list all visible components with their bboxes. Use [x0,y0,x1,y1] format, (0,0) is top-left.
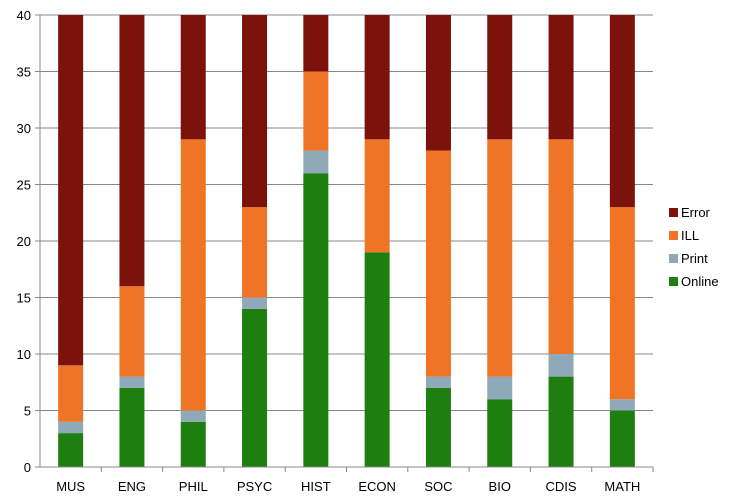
legend-swatch-ill [669,231,678,240]
bar-segment-ill-eng [119,286,145,377]
bar-segment-error-soc [425,15,451,151]
x-tick-label: PSYC [237,479,272,494]
bar-segment-error-eng [119,15,145,287]
y-tick-label: 30 [17,121,31,136]
y-tick-labels: 0 5 10 15 20 25 30 35 40 [17,8,31,475]
x-tick-label: MATH [604,479,640,494]
bar-segment-ill-econ [364,139,390,253]
bar-segment-ill-hist [303,71,329,151]
bar-segment-ill-mus [58,365,84,422]
bar-segment-ill-phil [180,139,206,411]
bar-segment-online-soc [425,387,451,467]
y-tick-label: 35 [17,65,31,80]
x-tick-label: MUS [56,479,85,494]
bars [58,15,635,467]
x-tick-label: HIST [301,479,331,494]
legend-swatch-online [669,277,678,286]
bar-segment-error-phil [180,15,206,140]
y-tick-label: 40 [17,8,31,23]
y-tick-label: 25 [17,178,31,193]
x-tick-label: SOC [424,479,452,494]
bar-segment-print-cdis [548,354,574,377]
bar-segment-print-bio [487,376,513,400]
bar-segment-online-math [609,410,635,467]
bar-segment-online-eng [119,387,145,467]
x-tick-label: ECON [358,479,396,494]
bar-segment-print-phil [180,410,206,422]
legend-label-print: Print [681,251,708,266]
legend-swatch-error [669,208,678,217]
x-tick-label: CDIS [546,479,577,494]
x-tick-label: BIO [489,479,511,494]
bar-segment-online-bio [487,399,513,467]
y-tick-label: 0 [24,460,31,475]
bar-segment-print-eng [119,376,145,388]
bar-segment-ill-soc [425,150,451,377]
bar-segment-online-econ [364,252,390,467]
bar-segment-error-psyc [242,15,268,208]
bar-segment-error-bio [487,15,513,140]
y-tick-label: 10 [17,347,31,362]
legend: Error ILL Print Online [669,205,719,289]
bar-segment-online-mus [58,433,84,467]
bar-segment-print-math [609,399,635,411]
bar-segment-ill-cdis [548,139,574,354]
axes [39,15,654,472]
bar-segment-print-hist [303,150,329,174]
y-tick-label: 15 [17,291,31,306]
bar-segment-ill-psyc [242,207,268,298]
bar-segment-online-phil [180,421,206,467]
x-tick-labels: MUS ENG PHIL PSYC HIST ECON SOC BIO CDIS MATH [56,479,640,494]
bar-segment-ill-bio [487,139,513,377]
bar-segment-error-math [609,15,635,208]
bar-segment-print-mus [58,421,84,434]
legend-label-ill: ILL [681,228,699,243]
bar-segment-error-cdis [548,15,574,140]
legend-label-online: Online [681,274,719,289]
bar-segment-online-psyc [242,308,268,467]
bar-segment-print-soc [425,376,451,388]
bar-segment-ill-math [609,207,635,400]
bar-segment-error-mus [58,15,84,366]
bar-segment-online-cdis [548,376,574,467]
bar-segment-print-psyc [242,297,268,309]
legend-swatch-print [669,254,678,263]
legend-label-error: Error [681,205,711,220]
y-tick-label: 20 [17,234,31,249]
bar-segment-error-hist [303,15,329,72]
x-tick-label: ENG [118,479,146,494]
bar-segment-error-econ [364,15,390,140]
y-tick-label: 5 [24,404,31,419]
x-tick-label: PHIL [179,479,208,494]
bar-segment-online-hist [303,173,329,467]
